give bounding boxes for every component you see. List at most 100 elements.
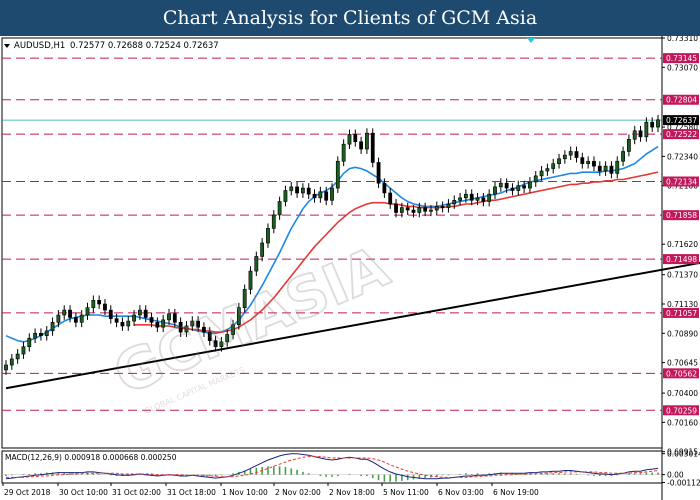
candle-body xyxy=(242,289,247,308)
candle-body xyxy=(388,192,393,205)
candle-body xyxy=(324,191,329,201)
x-tick-label: 1 Nov 10:00 xyxy=(222,488,268,497)
y-tick-label: 0.70160 xyxy=(667,418,698,427)
level-label: 0.70562 xyxy=(666,369,697,378)
y-tick-label: 0.71620 xyxy=(667,240,698,249)
candle-body xyxy=(137,309,142,316)
y-tick-label: 0.72340 xyxy=(667,152,698,161)
candle-body xyxy=(493,186,497,195)
candle-body xyxy=(626,138,631,152)
candle-body xyxy=(300,187,305,194)
level-tag xyxy=(663,254,699,265)
candle-body xyxy=(91,300,96,308)
candle-body xyxy=(126,320,131,327)
x-tick-label: 6 Nov 19:00 xyxy=(493,488,539,497)
x-tick-label: 29 Oct 2018 xyxy=(4,488,51,497)
candle-body xyxy=(475,197,480,201)
level-label: 0.72134 xyxy=(666,178,697,187)
candle-body xyxy=(149,317,154,323)
candle-body xyxy=(161,319,166,328)
time-axis: 29 Oct 2018 30 Oct 10:00 31 Oct 02:00 31 Oc… xyxy=(2,483,539,497)
candle-body xyxy=(458,197,462,201)
candle-body xyxy=(9,358,14,366)
macd-line xyxy=(5,453,659,480)
candle-body xyxy=(306,187,311,195)
candle-body xyxy=(539,170,544,177)
candle-body xyxy=(62,309,67,316)
chart-menu-icon[interactable] xyxy=(4,44,10,48)
candle-body xyxy=(79,314,84,323)
candle-body xyxy=(656,119,660,128)
candle-body xyxy=(592,160,596,167)
candle-body xyxy=(394,203,398,213)
candle-body xyxy=(225,334,230,343)
candle-body xyxy=(615,160,620,174)
candle-body xyxy=(440,206,445,208)
candle-body xyxy=(341,143,346,162)
level-tag xyxy=(663,210,699,221)
candle-body xyxy=(231,324,235,335)
price-pane xyxy=(1,37,700,449)
candle-body xyxy=(248,270,253,290)
symbol-label: AUDUSD,H1 xyxy=(14,41,65,51)
candle-body xyxy=(295,186,299,194)
level-tag xyxy=(663,307,699,318)
macd-y-tick-label: 0.003014 xyxy=(667,450,700,459)
candle-body xyxy=(85,307,90,316)
candle-body xyxy=(50,322,55,332)
candle-body xyxy=(621,151,625,162)
candle-body xyxy=(172,313,177,323)
candle-body xyxy=(429,209,433,212)
level-label: 0.71858 xyxy=(666,211,697,220)
y-tick-label: 0.70890 xyxy=(667,329,698,338)
candle-body xyxy=(277,201,282,216)
x-tick-label: 31 Oct 02:00 xyxy=(112,488,161,497)
candle-body xyxy=(207,331,212,341)
candle-body xyxy=(411,209,416,213)
level-label: 0.73145 xyxy=(666,54,697,63)
candle-body xyxy=(167,313,171,321)
candle-body xyxy=(56,314,61,323)
candle-body xyxy=(586,160,591,164)
x-tick-label: 2 Nov 02:00 xyxy=(275,488,321,497)
chart-header: AUDUSD,H1 0.72577 0.72688 0.72524 0.7263… xyxy=(4,38,535,51)
candle-body xyxy=(108,309,113,319)
candle-body xyxy=(498,182,503,188)
candle-body xyxy=(597,165,602,172)
current-price-label: 0.72637 xyxy=(666,116,697,125)
level-tag xyxy=(663,53,699,64)
candle-body xyxy=(21,346,26,355)
candle-body xyxy=(27,337,32,348)
candle-body xyxy=(469,193,474,201)
chart-shift-marker-icon xyxy=(527,38,535,43)
candle-body xyxy=(33,332,38,339)
candle-body xyxy=(481,197,486,202)
x-tick-label: 2 Nov 18:00 xyxy=(329,488,375,497)
y-tick-label: 0.73310 xyxy=(667,36,698,43)
candle-body xyxy=(44,330,49,337)
candle-body xyxy=(417,207,422,213)
candle-body xyxy=(446,203,451,208)
macd-y-tick-label: 0.00 xyxy=(667,471,684,480)
candle-body xyxy=(632,130,637,140)
candle-body xyxy=(15,353,20,360)
candle-body xyxy=(545,168,550,172)
candle-body xyxy=(114,318,119,323)
candle-body xyxy=(266,228,270,244)
candle-body xyxy=(365,132,369,150)
x-tick-label: 30 Oct 10:00 xyxy=(59,488,108,497)
level-tag xyxy=(663,94,699,105)
candle-body xyxy=(609,165,614,174)
candle-body xyxy=(132,314,136,322)
candle-body xyxy=(318,191,323,199)
candle-body xyxy=(178,322,183,333)
chart-area: GCMASIA GLOBAL CAPITAL MARKETS AUDUSD,H1… xyxy=(0,36,700,500)
candle-body xyxy=(120,322,125,327)
y-tick-label: 0.73070 xyxy=(667,63,698,72)
current-price-tag xyxy=(663,115,699,126)
level-tag xyxy=(663,405,699,416)
candle-body xyxy=(219,341,224,348)
candle-body xyxy=(638,130,643,138)
level-label: 0.72804 xyxy=(666,96,697,105)
trendline xyxy=(5,261,700,390)
